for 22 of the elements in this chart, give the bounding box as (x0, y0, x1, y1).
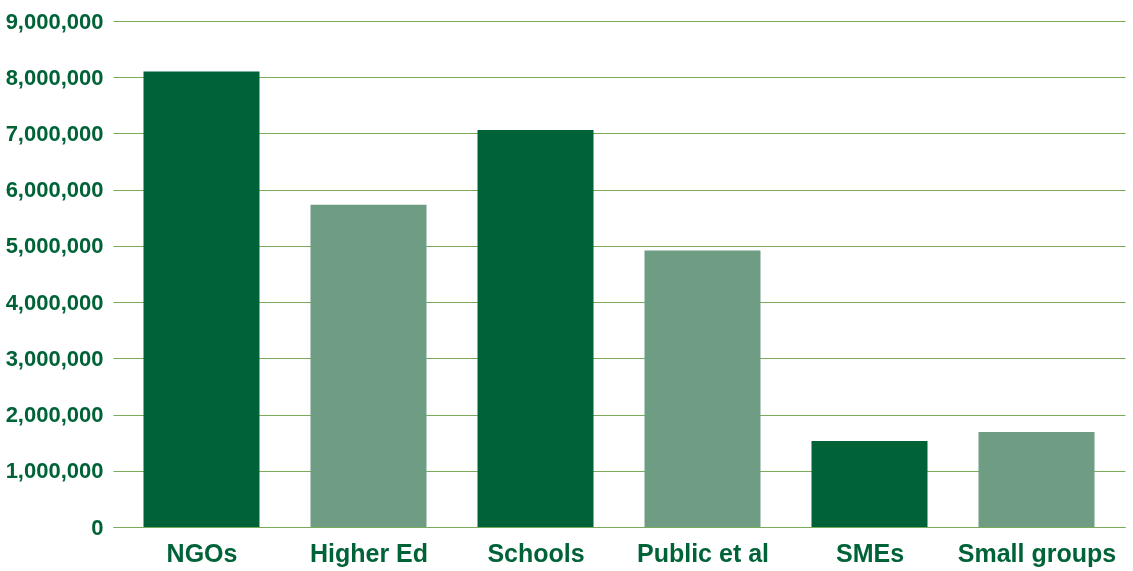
y-tick-label: 7,000,000 (5, 120, 104, 146)
y-tick-label: 0 (91, 514, 104, 540)
y-tick-label: 9,000,000 (5, 8, 104, 34)
bar (143, 71, 260, 527)
x-tick-label: Higher Ed (309, 538, 429, 567)
y-tick-label: 2,000,000 (5, 402, 104, 428)
y-tick-label: 8,000,000 (5, 64, 104, 90)
x-tick-label: Schools (487, 538, 585, 567)
bar (978, 431, 1095, 527)
bar (644, 250, 761, 527)
x-tick-label: Public et al (637, 538, 769, 567)
y-tick-label: 6,000,000 (5, 177, 104, 203)
y-tick-label: 1,000,000 (5, 458, 104, 484)
y-tick-label: 3,000,000 (5, 345, 104, 371)
x-tick-label: Small groups (957, 538, 1117, 567)
y-tick-label: 5,000,000 (5, 233, 104, 259)
bar (477, 130, 594, 527)
x-tick-label: SMEs (835, 538, 905, 567)
bar (310, 204, 427, 527)
x-tick-label: NGOs (166, 538, 238, 567)
y-tick-label: 4,000,000 (5, 289, 104, 315)
bar (811, 440, 928, 527)
